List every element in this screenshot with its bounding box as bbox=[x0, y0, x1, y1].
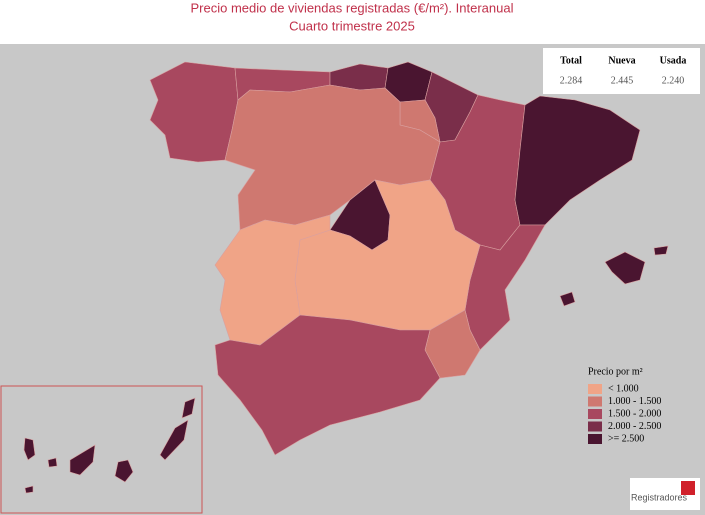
table-cell: 2.284 bbox=[560, 75, 583, 86]
map-title: Precio medio de viviendas registradas (€… bbox=[191, 0, 514, 15]
logo-text: Registradores bbox=[631, 492, 688, 502]
table-cell: 2.240 bbox=[662, 75, 685, 86]
canarias bbox=[23, 397, 196, 494]
menorca bbox=[653, 245, 669, 256]
legend-label: < 1.000 bbox=[608, 383, 639, 394]
tenerife bbox=[69, 444, 96, 476]
el-hierro bbox=[24, 485, 34, 494]
legend-label: 2.000 - 2.500 bbox=[608, 421, 661, 432]
table-header: Total bbox=[560, 55, 582, 66]
legend-swatch bbox=[588, 421, 602, 432]
legend-label: >= 2.500 bbox=[608, 433, 644, 444]
lanzarote bbox=[181, 397, 196, 419]
legend-swatch bbox=[588, 409, 602, 419]
galicia bbox=[149, 61, 239, 163]
summary-table bbox=[543, 48, 700, 94]
la-palma bbox=[23, 437, 36, 461]
ibiza bbox=[559, 291, 576, 307]
gran-canaria bbox=[114, 459, 134, 483]
table-header: Usada bbox=[660, 55, 687, 66]
legend-swatch bbox=[588, 434, 602, 444]
legend-swatch bbox=[588, 384, 602, 394]
legend: Precio por m² < 1.000 1.000 - 1.5001.500 … bbox=[588, 366, 661, 444]
cataluna bbox=[514, 95, 641, 226]
logo-mark bbox=[681, 481, 695, 495]
legend-title: Precio por m² bbox=[588, 366, 643, 377]
andalucia bbox=[214, 314, 441, 456]
map-subtitle: Cuarto trimestre 2025 bbox=[289, 18, 415, 33]
legend-label: 1.000 - 1.500 bbox=[608, 396, 661, 407]
regions bbox=[149, 61, 669, 456]
mallorca bbox=[604, 251, 646, 285]
table-header: Nueva bbox=[608, 55, 635, 66]
fuerteventura bbox=[159, 419, 189, 461]
legend-swatch bbox=[588, 396, 602, 407]
summary-cells: Total Nueva Usada 2.284 2.445 2.240 bbox=[560, 55, 687, 86]
table-cell: 2.445 bbox=[611, 75, 634, 86]
la-gomera bbox=[47, 457, 58, 468]
legend-label: 1.500 - 2.000 bbox=[608, 408, 661, 419]
